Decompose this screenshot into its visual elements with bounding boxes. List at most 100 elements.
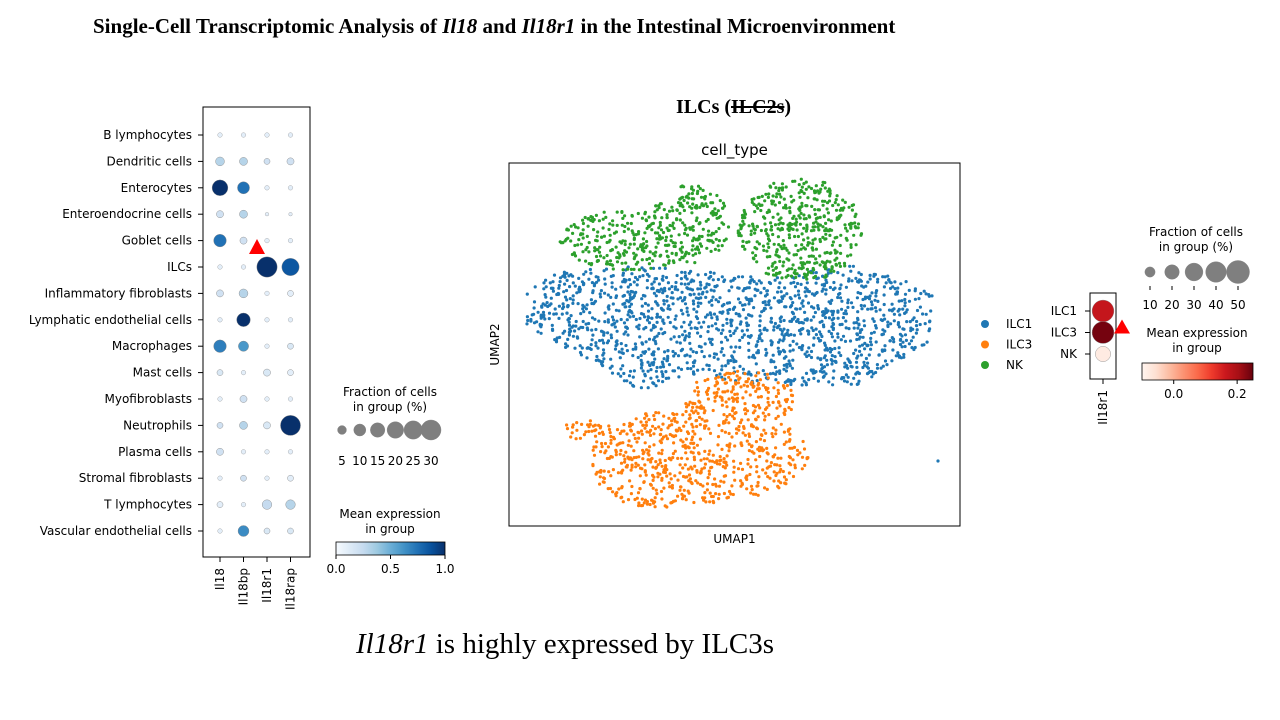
umap-point [799, 256, 803, 260]
dot [239, 395, 248, 403]
umap-point [723, 373, 727, 377]
umap-point [825, 363, 830, 367]
umap-point [789, 388, 793, 392]
umap-point [571, 231, 575, 235]
umap-point [774, 271, 779, 275]
umap-point [624, 450, 628, 454]
umap-point [807, 332, 811, 336]
umap-point [800, 243, 804, 247]
umap-point [707, 386, 711, 390]
umap-point [710, 303, 714, 307]
umap-point [899, 356, 904, 360]
umap-point [812, 228, 816, 232]
umap-point [756, 415, 760, 419]
umap-point [853, 225, 857, 229]
umap-point [789, 407, 793, 412]
umap-point [608, 222, 612, 226]
umap-point [924, 312, 928, 316]
umap-point [707, 427, 711, 431]
umap-point [804, 383, 809, 387]
umap-point [821, 199, 825, 203]
umap-point [829, 251, 833, 255]
umap-point [715, 315, 719, 319]
umap-point [701, 227, 705, 231]
umap-point [776, 346, 780, 350]
umap-point [654, 411, 658, 415]
umap-point [900, 334, 904, 338]
umap-point [667, 481, 671, 485]
umap-point [712, 289, 716, 293]
y-tick-label: ILC1 [1051, 304, 1077, 318]
umap-point [652, 443, 656, 447]
umap-point [814, 217, 819, 221]
umap-point [849, 243, 853, 247]
umap-point [623, 460, 627, 464]
umap-point [732, 276, 736, 280]
umap-point [654, 250, 658, 254]
umap-point [859, 291, 863, 296]
umap-point [741, 396, 745, 400]
umap-point [768, 254, 772, 259]
umap-point [873, 298, 877, 302]
umap-point [876, 280, 880, 284]
umap-point [857, 271, 861, 275]
umap-point [632, 280, 636, 284]
umap-point [856, 291, 860, 295]
umap-point [780, 188, 785, 192]
umap-point [792, 445, 797, 449]
umap-point [643, 231, 647, 235]
umap-point [691, 405, 695, 409]
umap-point [646, 386, 650, 390]
umap-point [822, 356, 827, 360]
umap-point [653, 277, 657, 281]
umap-point [792, 271, 796, 275]
umap-point [608, 238, 612, 242]
umap-point [614, 453, 618, 457]
umap-point [867, 353, 871, 357]
umap-point [610, 285, 614, 289]
umap-point [845, 364, 849, 368]
umap-point [849, 301, 854, 305]
umap-point [610, 263, 614, 267]
slide-title: Single-Cell Transcriptomic Analysis of I… [93, 14, 895, 39]
umap-point [641, 423, 645, 427]
umap-point [779, 195, 783, 199]
umap-point [622, 229, 626, 234]
umap-point [614, 230, 619, 234]
dot [287, 342, 294, 350]
umap-point [615, 339, 619, 343]
umap-point [697, 251, 702, 255]
umap-point [766, 396, 770, 400]
umap-point [666, 349, 670, 353]
umap-point [579, 242, 584, 246]
umap-point [692, 236, 696, 240]
umap-point [782, 430, 787, 434]
umap-point [665, 226, 669, 230]
umap-point [707, 300, 711, 304]
umap-point [692, 458, 697, 462]
umap-point [836, 203, 840, 207]
umap-point [625, 463, 630, 467]
umap-point [724, 381, 729, 385]
umap-point [801, 266, 805, 270]
umap-point [721, 378, 725, 382]
umap-point [758, 324, 762, 328]
umap-point [597, 319, 601, 323]
umap-point [754, 389, 758, 393]
umap-point [621, 216, 625, 220]
umap-point [818, 215, 822, 219]
umap-point [637, 230, 641, 234]
umap-point [745, 240, 749, 244]
umap-point [594, 341, 598, 345]
umap-point [590, 262, 594, 266]
umap-point [897, 307, 901, 311]
umap-point [581, 319, 585, 324]
umap-point [739, 234, 743, 238]
umap-point [571, 274, 575, 278]
umap-point [670, 291, 674, 295]
umap-point [715, 317, 719, 321]
umap-point [821, 203, 825, 207]
size-legend-label: 20 [1164, 298, 1179, 312]
umap-point [898, 313, 902, 317]
umap-point [592, 284, 597, 288]
